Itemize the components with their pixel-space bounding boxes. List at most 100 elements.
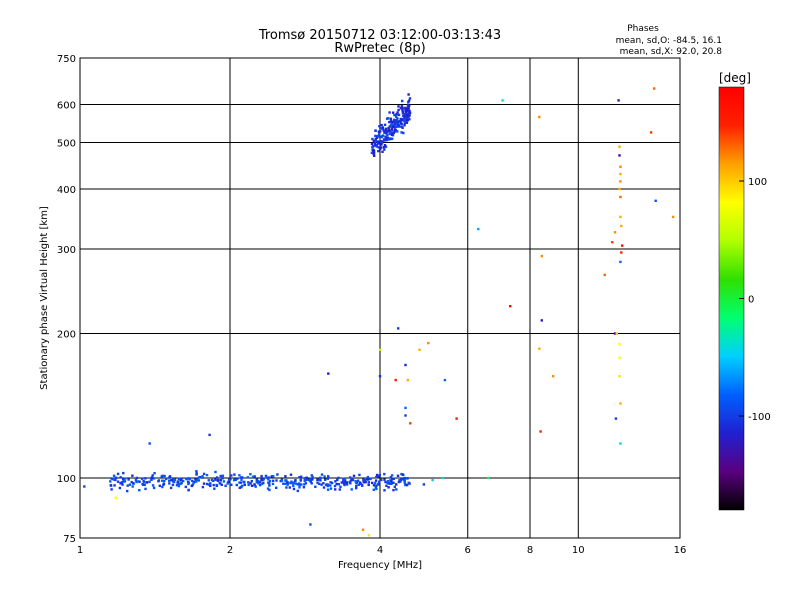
data-point	[109, 480, 112, 483]
data-point	[119, 482, 122, 485]
data-point	[487, 476, 490, 480]
data-point	[400, 131, 403, 134]
data-point	[611, 241, 614, 244]
data-point	[298, 482, 301, 485]
data-point	[311, 475, 314, 479]
data-point	[407, 93, 410, 96]
data-point	[239, 481, 242, 484]
data-point	[298, 483, 301, 487]
data-point	[335, 482, 338, 486]
data-point	[389, 476, 392, 479]
data-point	[135, 476, 139, 480]
data-point	[122, 478, 125, 481]
y-tick-label: 400	[57, 185, 76, 196]
data-point	[270, 475, 273, 478]
data-point	[371, 481, 374, 485]
data-point	[393, 130, 396, 133]
data-point	[374, 479, 378, 482]
data-point	[649, 131, 653, 134]
data-point	[83, 485, 86, 488]
data-point	[220, 483, 223, 486]
data-point	[152, 477, 156, 480]
data-point	[354, 480, 357, 483]
data-point	[202, 472, 206, 476]
data-point	[671, 215, 675, 219]
data-point	[378, 140, 381, 143]
data-point	[443, 378, 447, 382]
data-point	[195, 480, 198, 483]
data-point	[403, 122, 406, 125]
data-point	[390, 122, 393, 126]
data-point	[393, 119, 396, 123]
data-point	[161, 485, 164, 489]
data-point	[374, 139, 378, 143]
data-point	[406, 104, 410, 107]
data-point	[393, 113, 396, 117]
y-tick-label: 600	[57, 101, 76, 112]
data-point	[386, 481, 389, 485]
data-point	[376, 140, 380, 143]
data-point	[619, 442, 622, 445]
data-point	[372, 484, 376, 487]
data-point	[408, 104, 411, 107]
data-point	[330, 481, 334, 485]
data-point	[389, 124, 393, 127]
data-point	[148, 480, 151, 483]
data-point	[219, 482, 222, 485]
data-point	[170, 479, 173, 482]
data-point	[195, 473, 198, 476]
data-point	[396, 125, 399, 128]
data-point	[230, 483, 233, 486]
data-point	[403, 479, 406, 482]
data-point	[390, 132, 393, 135]
data-point	[145, 481, 149, 484]
x-axis-label: Frequency [MHz]	[338, 560, 422, 571]
data-point	[538, 115, 541, 119]
data-point	[404, 107, 408, 110]
data-point	[290, 480, 293, 483]
data-point	[136, 480, 139, 483]
data-point	[383, 472, 386, 476]
data-point	[619, 172, 622, 176]
data-point	[363, 479, 366, 483]
data-point	[247, 483, 250, 487]
data-point	[393, 128, 397, 131]
data-point	[370, 142, 374, 145]
data-point	[380, 123, 383, 127]
data-point	[140, 477, 144, 480]
data-point	[384, 135, 387, 138]
data-point	[395, 488, 398, 491]
data-point	[618, 343, 621, 346]
data-point	[138, 489, 141, 492]
data-point	[509, 305, 512, 308]
data-point	[477, 227, 480, 231]
data-point	[337, 476, 340, 480]
data-point	[268, 488, 271, 492]
data-point	[144, 477, 147, 480]
data-point	[209, 484, 212, 488]
data-point	[400, 472, 403, 476]
data-point	[427, 341, 430, 345]
data-point	[372, 149, 376, 153]
data-point	[620, 224, 623, 228]
data-point	[187, 481, 190, 484]
data-point	[397, 480, 401, 484]
data-point	[221, 474, 225, 477]
data-point	[408, 97, 412, 100]
data-point	[283, 482, 287, 485]
data-point	[213, 487, 216, 490]
data-point	[385, 117, 389, 120]
data-point	[249, 473, 252, 476]
data-point	[275, 479, 278, 482]
data-point	[357, 483, 360, 486]
data-point	[615, 332, 618, 335]
data-point	[113, 484, 116, 487]
data-point	[291, 482, 295, 485]
data-point	[441, 476, 445, 480]
data-point	[431, 478, 434, 482]
data-point	[366, 475, 370, 479]
data-point	[396, 123, 399, 127]
data-point	[205, 473, 209, 477]
data-point	[177, 477, 181, 480]
data-point	[397, 108, 400, 112]
